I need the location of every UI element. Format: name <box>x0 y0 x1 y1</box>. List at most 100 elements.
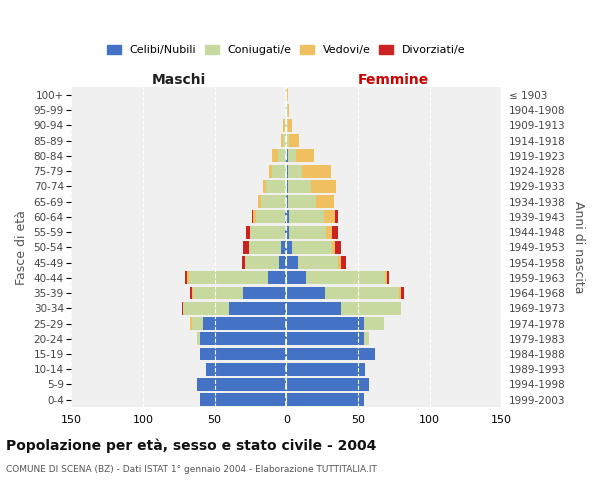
Bar <box>286 226 289 238</box>
Bar <box>332 226 338 238</box>
Bar <box>244 241 249 254</box>
Bar <box>272 164 286 177</box>
Bar <box>385 272 386 284</box>
Bar <box>192 286 193 300</box>
Bar <box>286 150 288 162</box>
Bar <box>288 180 311 193</box>
Bar <box>200 348 286 360</box>
Bar <box>288 195 316 208</box>
Bar <box>197 378 286 391</box>
Bar <box>192 317 203 330</box>
Bar <box>341 256 346 269</box>
Bar <box>260 195 286 208</box>
Bar <box>288 164 302 177</box>
Bar <box>286 286 325 300</box>
Bar <box>268 272 286 284</box>
Bar <box>285 210 286 224</box>
Bar <box>183 302 229 314</box>
Bar <box>286 378 370 391</box>
Bar <box>364 317 384 330</box>
Bar <box>286 210 289 224</box>
Bar <box>401 286 404 300</box>
Bar <box>286 394 364 406</box>
Bar <box>269 164 272 177</box>
Bar <box>286 180 288 193</box>
Bar <box>296 150 314 162</box>
Bar <box>326 226 332 238</box>
Bar <box>244 286 286 300</box>
Bar <box>185 272 187 284</box>
Y-axis label: Anni di nascita: Anni di nascita <box>572 201 585 294</box>
Text: Popolazione per età, sesso e stato civile - 2004: Popolazione per età, sesso e stato civil… <box>6 438 376 453</box>
Bar <box>256 210 285 224</box>
Bar <box>203 317 286 330</box>
Bar <box>323 210 335 224</box>
Y-axis label: Fasce di età: Fasce di età <box>15 210 28 284</box>
Bar <box>285 226 286 238</box>
Bar <box>286 332 364 345</box>
Bar <box>246 226 250 238</box>
Bar <box>286 104 288 117</box>
Bar <box>182 302 183 314</box>
Bar <box>187 272 189 284</box>
Bar <box>229 302 286 314</box>
Bar <box>286 302 341 314</box>
Bar <box>249 241 281 254</box>
Bar <box>281 241 286 254</box>
Bar <box>288 104 289 117</box>
Bar <box>341 302 401 314</box>
Text: COMUNE DI SCENA (BZ) - Dati ISTAT 1° gennaio 2004 - Elaborazione TUTTITALIA.IT: COMUNE DI SCENA (BZ) - Dati ISTAT 1° gen… <box>6 466 377 474</box>
Bar <box>307 272 385 284</box>
Bar <box>193 286 244 300</box>
Text: Maschi: Maschi <box>152 73 206 87</box>
Bar <box>286 164 288 177</box>
Bar <box>272 150 278 162</box>
Bar <box>316 195 334 208</box>
Bar <box>286 134 289 147</box>
Bar <box>286 88 288 102</box>
Bar <box>257 195 260 208</box>
Bar <box>286 317 364 330</box>
Bar <box>286 272 307 284</box>
Bar <box>288 150 296 162</box>
Bar <box>197 332 200 345</box>
Bar <box>364 332 370 345</box>
Bar <box>286 119 288 132</box>
Bar <box>311 180 337 193</box>
Bar <box>242 256 245 269</box>
Bar <box>285 119 286 132</box>
Bar <box>190 317 192 330</box>
Legend: Celibi/Nubili, Coniugati/e, Vedovi/e, Divorziati/e: Celibi/Nubili, Coniugati/e, Vedovi/e, Di… <box>107 44 465 55</box>
Bar <box>400 286 401 300</box>
Bar <box>279 256 286 269</box>
Bar <box>288 119 292 132</box>
Bar <box>263 180 266 193</box>
Bar <box>332 241 335 254</box>
Bar <box>298 256 338 269</box>
Bar <box>245 256 279 269</box>
Bar <box>206 363 286 376</box>
Bar <box>250 226 285 238</box>
Bar <box>286 348 375 360</box>
Bar <box>302 164 331 177</box>
Bar <box>253 210 256 224</box>
Bar <box>292 241 332 254</box>
Bar <box>283 119 285 132</box>
Bar <box>289 226 326 238</box>
Bar <box>200 332 286 345</box>
Bar <box>286 195 288 208</box>
Bar <box>289 134 299 147</box>
Bar <box>286 363 365 376</box>
Bar <box>286 256 298 269</box>
Bar <box>189 272 268 284</box>
Bar <box>283 134 286 147</box>
Bar <box>325 286 400 300</box>
Bar <box>281 134 283 147</box>
Bar <box>386 272 389 284</box>
Bar <box>190 286 192 300</box>
Text: Femmine: Femmine <box>358 73 430 87</box>
Bar <box>289 210 323 224</box>
Bar <box>252 210 253 224</box>
Bar <box>338 256 341 269</box>
Bar <box>200 394 286 406</box>
